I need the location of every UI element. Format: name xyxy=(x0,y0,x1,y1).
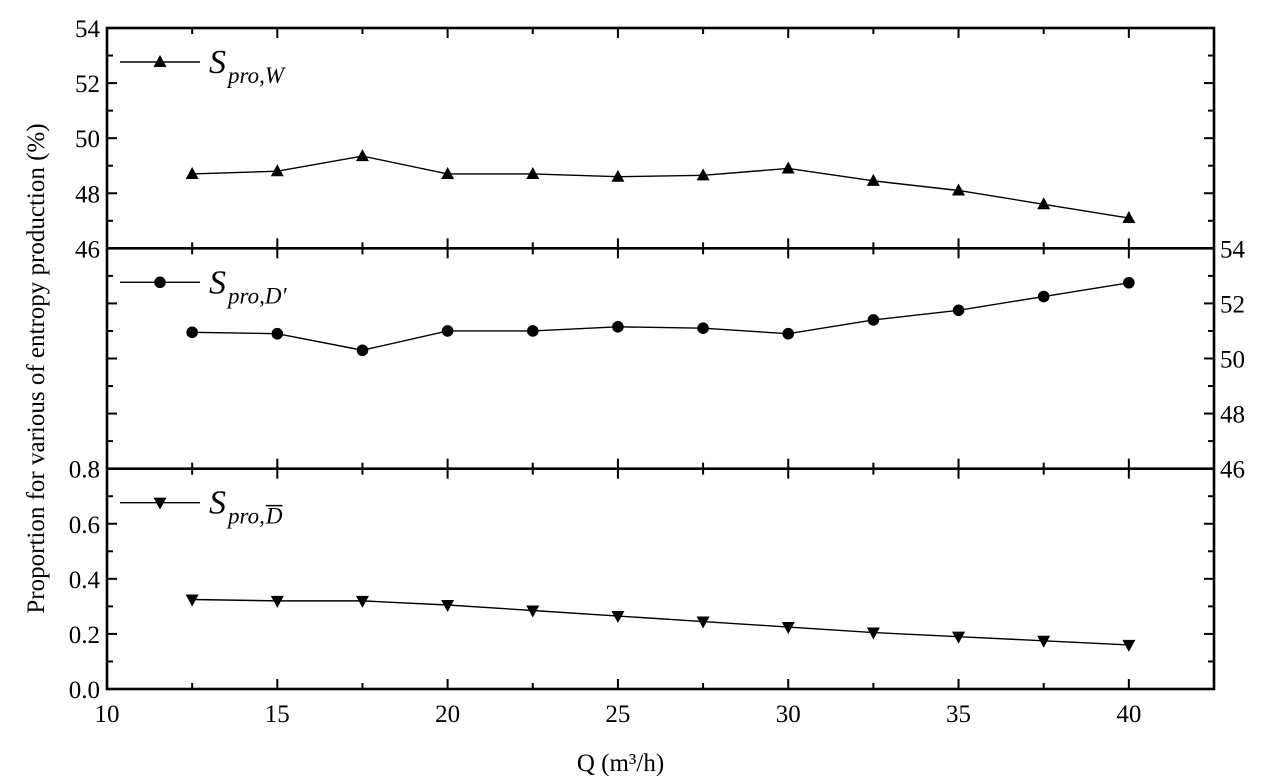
x-tick-label: 30 xyxy=(776,701,801,728)
legend-label-main: S xyxy=(209,44,226,81)
series-line xyxy=(192,598,1129,646)
data-point xyxy=(696,616,710,629)
data-point xyxy=(952,183,966,196)
data-point xyxy=(355,149,369,162)
legend-marker xyxy=(153,497,167,510)
data-point xyxy=(526,166,540,179)
data-point xyxy=(441,166,455,179)
y-tick-label: 0.8 xyxy=(69,457,100,484)
data-point xyxy=(696,168,710,181)
panel-2: 46 48 50 52 54 S pro,D′ xyxy=(106,236,1246,484)
legend-label-main: S xyxy=(209,264,226,301)
data-point xyxy=(270,164,284,177)
x-tick-label: 35 xyxy=(946,701,971,728)
data-point xyxy=(185,594,199,607)
legend-label-sub: pro,W xyxy=(226,63,286,88)
data-point xyxy=(781,161,795,174)
y-tick-label: 46 xyxy=(1220,457,1245,484)
legend-label-sub-overlined: D xyxy=(265,504,283,529)
data-point xyxy=(526,325,539,337)
data-point xyxy=(697,322,709,335)
legend-marker xyxy=(153,55,167,67)
data-point xyxy=(441,599,455,612)
data-point xyxy=(781,622,795,635)
y-tick-label: 0.6 xyxy=(69,512,100,539)
legend-label-sub: pro,D′ xyxy=(226,283,287,308)
y-tick-label: 54 xyxy=(75,16,101,43)
data-point xyxy=(782,327,795,340)
data-point xyxy=(355,595,369,608)
data-point xyxy=(1037,290,1050,303)
y-tick-label: 48 xyxy=(1220,402,1245,429)
data-point xyxy=(611,611,625,624)
data-point xyxy=(1037,635,1051,648)
x-axis-title: Q (m³/h) xyxy=(577,750,664,776)
legend-marker xyxy=(154,276,166,289)
y-tick-label: 52 xyxy=(75,71,100,98)
series-line xyxy=(192,282,1129,351)
data-point xyxy=(866,173,880,186)
data-point xyxy=(271,327,284,340)
y-tick-label: 52 xyxy=(1220,291,1245,318)
data-point xyxy=(866,627,880,640)
data-point xyxy=(611,169,625,182)
x-tick-label: 10 xyxy=(95,701,120,728)
data-point xyxy=(185,166,199,179)
panel-3: 0.0 0.2 0.4 0.6 0.8 S pro, D xyxy=(69,457,1215,704)
y-tick-label: 0.0 xyxy=(69,677,100,704)
y-tick-label: 0.2 xyxy=(69,622,100,649)
data-point xyxy=(1122,639,1136,652)
y-tick-label: 50 xyxy=(1220,347,1245,374)
plot-frame xyxy=(105,26,1216,691)
data-point xyxy=(612,321,624,333)
y-tick-label: 48 xyxy=(75,181,100,208)
legend-label-sub: pro, xyxy=(226,504,265,529)
y-axis-title: Proportion for various of entropy produc… xyxy=(23,123,50,613)
data-point xyxy=(526,605,540,618)
panel-1: 46 48 50 52 54 S pro,W xyxy=(75,16,1215,263)
data-point xyxy=(356,344,369,357)
x-tick-label: 20 xyxy=(435,701,460,728)
x-tick-label: 40 xyxy=(1116,701,1141,728)
data-point xyxy=(1037,197,1051,210)
data-point xyxy=(270,595,284,608)
y-tick-label: 54 xyxy=(1220,236,1246,263)
data-point xyxy=(1123,276,1135,289)
data-point xyxy=(952,631,966,644)
legend-label-main: S xyxy=(209,485,226,522)
y-tick-label: 0.4 xyxy=(69,567,101,594)
y-tick-label: 46 xyxy=(75,236,100,263)
data-point xyxy=(867,314,880,326)
y-tick-label: 50 xyxy=(75,126,100,153)
series-line xyxy=(192,155,1129,219)
x-tick-label: 15 xyxy=(265,701,290,728)
data-point xyxy=(1122,211,1136,224)
data-point xyxy=(441,325,454,337)
x-tick-label: 25 xyxy=(605,701,630,728)
data-point xyxy=(952,304,965,317)
data-point xyxy=(186,326,198,339)
